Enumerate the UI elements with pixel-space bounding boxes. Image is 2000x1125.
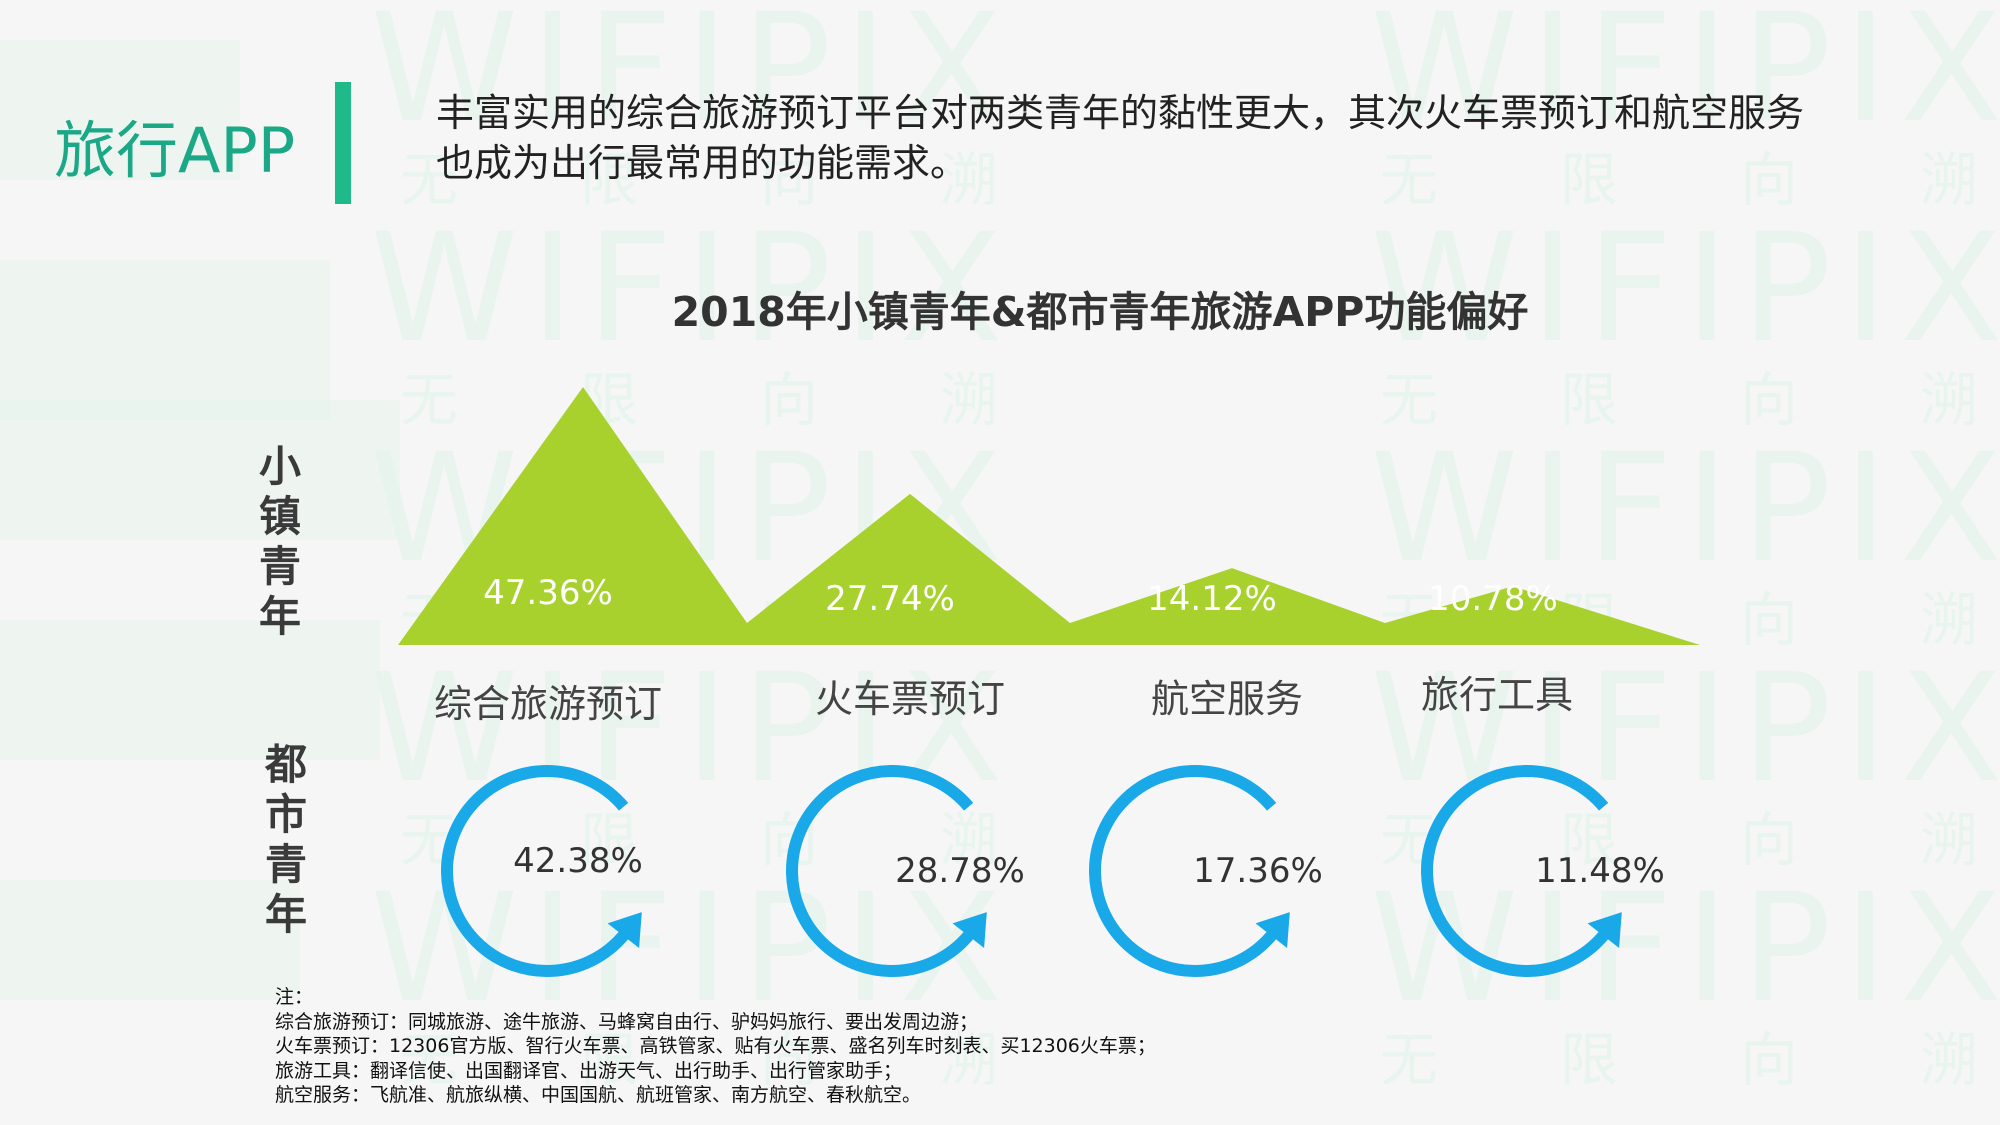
watermark-cn: 限	[580, 1026, 638, 1094]
watermark-text: WIFIPIX	[370, 0, 1015, 156]
watermark-cn: 无	[400, 146, 458, 214]
category-label: 综合旅游预订	[434, 682, 662, 726]
watermark-cn: 向	[1740, 1026, 1798, 1094]
watermark-cn: 溯	[1920, 146, 1978, 214]
accent-bar	[335, 82, 351, 204]
watermark-block	[0, 260, 330, 420]
watermark-text: WIFIPIX	[1370, 0, 2000, 156]
watermark-block	[0, 620, 380, 760]
watermark-text: WIFIPIX	[370, 202, 1015, 376]
watermark-block	[0, 40, 240, 180]
city-arc	[1089, 765, 1279, 977]
city-value-label: 42.38%	[513, 841, 643, 881]
section-title: 旅行APP	[54, 114, 296, 187]
city-arc	[786, 765, 976, 977]
watermark-cn: 限	[580, 806, 638, 874]
town-peak	[1070, 568, 1385, 645]
watermark-cn: 溯	[940, 146, 998, 214]
watermark-cn: 无	[1380, 366, 1438, 434]
category-label: 旅行工具	[1421, 673, 1573, 717]
watermark-cn: 限	[1560, 1026, 1618, 1094]
city-arc	[441, 765, 631, 977]
city-arrow-head	[952, 912, 987, 949]
watermark-cn: 向	[760, 366, 818, 434]
city-value-label: 28.78%	[895, 851, 1025, 891]
note-line: 注：	[275, 986, 314, 1008]
city-arc	[1421, 765, 1611, 977]
watermark-cn: 向	[760, 1026, 818, 1094]
city-arrow-head	[1255, 912, 1290, 949]
town-value-label: 47.36%	[483, 573, 613, 613]
city-value-label: 11.48%	[1535, 851, 1665, 891]
watermark-block	[0, 400, 400, 540]
town-peak	[1385, 586, 1700, 645]
series-label-city: 都市青年	[256, 740, 316, 940]
watermark-cn: 限	[580, 146, 638, 214]
note-line: 旅游工具：翻译信使、出国翻译官、出游天气、出行助手、出行管家助手；	[275, 1059, 903, 1082]
watermark-cn: 溯	[940, 1026, 998, 1094]
watermark-cn: 无	[1380, 146, 1438, 214]
city-value-label: 17.36%	[1193, 851, 1323, 891]
note-line: 航空服务：飞航准、航旅纵横、中国国航、航班管家、南方航空、春秋航空。	[275, 1084, 922, 1106]
watermark-cn: 向	[760, 146, 818, 214]
watermark-cn: 无	[1380, 1026, 1438, 1094]
watermark-text: WIFIPIX	[1370, 202, 2000, 376]
watermark-cn: 向	[1740, 146, 1798, 214]
watermark-cn: 溯	[1920, 806, 1978, 874]
category-label: 航空服务	[1151, 677, 1303, 721]
city-arrow-head	[1587, 912, 1622, 949]
watermark-text: WIFIPIX	[1370, 422, 2000, 596]
category-label: 火车票预订	[815, 677, 1005, 721]
series-label-town: 小镇青年	[250, 442, 310, 642]
town-peak	[398, 387, 747, 645]
town-value-label: 14.12%	[1147, 579, 1277, 619]
town-peak	[747, 493, 1070, 645]
watermark-cn: 无	[400, 366, 458, 434]
watermark-cn: 限	[1560, 146, 1618, 214]
town-value-label: 27.74%	[825, 579, 955, 619]
chart-title: 2018年小镇青年&都市青年旅游APP功能偏好	[671, 288, 1529, 336]
watermark-cn: 无	[400, 1026, 458, 1094]
watermark-text: WIFIPIX	[1370, 862, 2000, 1036]
headline: 丰富实用的综合旅游预订平台对两类青年的黏性更大，其次火车票预订和航空服务也成为出…	[436, 91, 1805, 185]
watermark-block	[0, 880, 300, 1000]
watermark-cn: 限	[1560, 366, 1618, 434]
note-line: 综合旅游预订：同城旅游、途牛旅游、马蜂窝自由行、驴妈妈旅行、要出发周边游；	[275, 1010, 979, 1033]
watermark-cn: 向	[1740, 586, 1798, 654]
watermark-cn: 向	[1740, 366, 1798, 434]
town-value-label: 10.78%	[1428, 579, 1558, 619]
watermark-cn: 溯	[1920, 366, 1978, 434]
notes: 注： 综合旅游预订：同城旅游、途牛旅游、马蜂窝自由行、驴妈妈旅行、要出发周边游；…	[275, 985, 1156, 1108]
note-line: 火车票预订：12306官方版、智行火车票、高铁管家、贴有火车票、盛名列车时刻表、…	[275, 1035, 1156, 1057]
watermark-cn: 限	[1560, 806, 1618, 874]
watermark-cn: 溯	[1920, 586, 1978, 654]
watermark-cn: 向	[1740, 806, 1798, 874]
watermark-cn: 溯	[940, 806, 998, 874]
series-label-city-text: 都市青年	[264, 740, 307, 939]
series-label-town-text: 小镇青年	[258, 442, 301, 641]
watermark-cn: 溯	[1920, 1026, 1978, 1094]
city-arrow-head	[607, 912, 642, 949]
watermark-text: WIFIPIX	[370, 642, 1015, 816]
watermark-cn: 溯	[940, 366, 998, 434]
